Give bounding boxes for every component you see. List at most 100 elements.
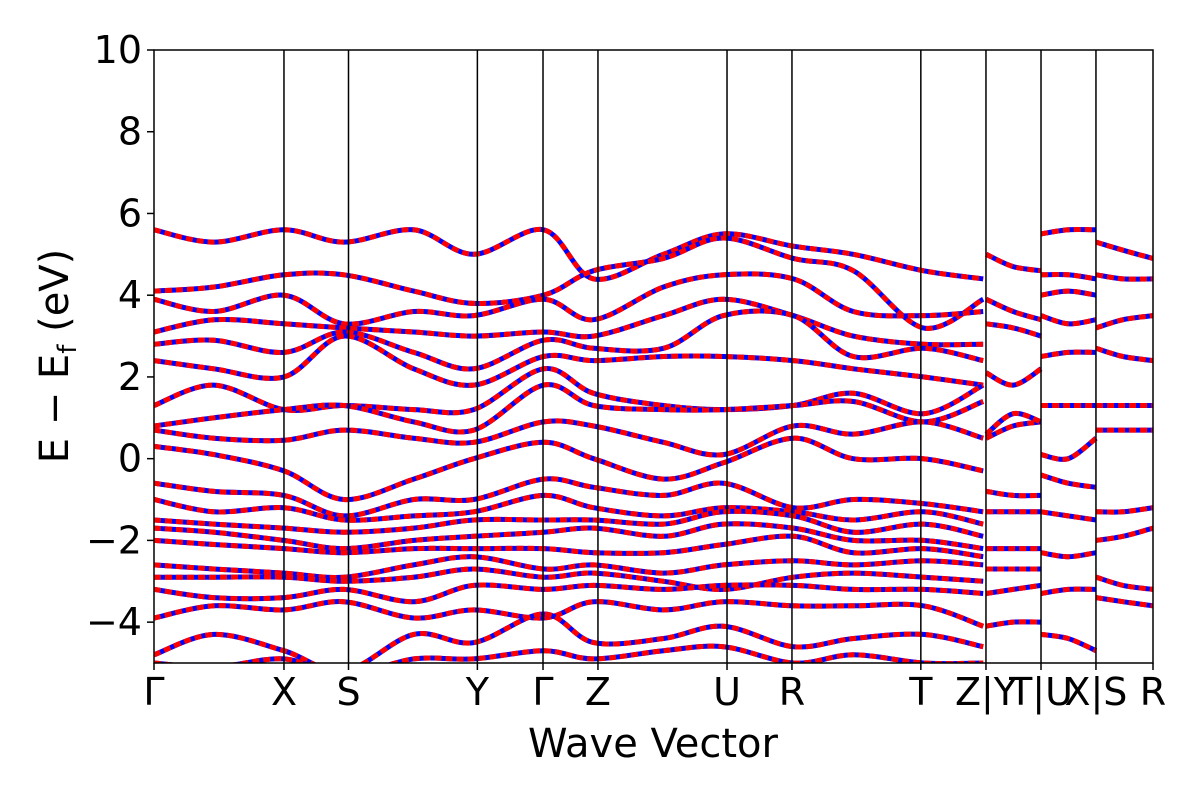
x-tick-label: Y [465,670,490,714]
band-32-red-line [985,582,1042,596]
band-21 [154,643,984,663]
band-28 [985,488,1042,499]
y-tick-label: 6 [118,191,142,235]
band-8-red-line [154,382,985,435]
band-54-red-line [1095,574,1153,592]
band-16-red-line [154,554,984,580]
band-35-red-line [1041,271,1097,282]
band-33-red-line [985,619,1042,629]
band-42-red-line [1040,509,1097,523]
band-34-red-line [1040,226,1097,237]
band-35 [1041,271,1097,282]
band-55-red-line [1095,595,1153,609]
x-tick-label: Γ [532,670,553,714]
band-9 [154,418,984,458]
band-15 [154,533,984,560]
x-tick-label: T [908,670,933,714]
band-11-red-line [154,476,984,519]
band-53-red-line [1095,525,1153,543]
band-19 [154,599,985,629]
band-32 [985,582,1042,596]
x-axis-label: Wave Vector [528,721,779,767]
band-2 [154,235,985,331]
x-tick-label: X|S [1064,670,1127,715]
band-20-red-line [154,611,984,663]
band-5-red-line [154,308,984,372]
band-43-red-line [1040,550,1097,560]
band-36 [1040,288,1097,298]
y-tick-label: 4 [118,273,142,317]
band-53 [1095,525,1153,543]
x-tick-label: X [271,670,297,714]
x-tick-label: S [336,670,360,714]
band-14 [154,521,984,552]
y-tick-label: 10 [94,28,142,72]
band-7-red-line [154,366,985,417]
y-tick-label: 8 [118,110,142,154]
band-52 [1096,505,1153,515]
x-tick-label: Γ [143,670,164,714]
band-49-red-line [1095,345,1153,364]
band-47-red-line [1095,272,1153,282]
band-54 [1095,574,1153,592]
band-46-red-line [1095,239,1153,261]
band-26-red-line [985,419,1042,441]
y-tick-label: −2 [86,518,142,562]
band-12-red-line [154,492,984,527]
band-43 [1040,550,1097,560]
y-tick-label: −4 [86,600,142,644]
band-23-red-line [985,297,1042,323]
band-4-red-line [154,296,984,348]
band-27-red-line [984,410,1042,437]
x-tick-label: Z|Y [955,670,1018,715]
band-10 [154,435,984,503]
y-axis-label-main: E − E [32,354,78,464]
band-41-red-line [1040,472,1097,490]
y-axis-ticks: 10 8 6 4 2 0 −2 −4 [86,28,154,644]
band-52-red-line [1096,505,1153,515]
band-11 [154,476,984,519]
bands-layer [154,226,1153,663]
band-37-red-line [1040,313,1097,327]
band-25-blue-dashed [984,366,1043,388]
band-44-red-line [1040,586,1097,596]
band-40-red-line [1040,436,1098,462]
band-8 [154,382,985,435]
high-symmetry-lines [283,50,1097,663]
band-15-red-line [154,533,984,560]
band-17 [154,566,984,592]
band-26 [985,419,1042,441]
band-9-red-line [154,418,984,458]
band-40 [1040,436,1098,462]
x-tick-label: Z [585,670,611,714]
y-axis-label: E − Ef (eV) [32,249,83,464]
x-axis-ticks: Γ X S Y Γ Z U R T Z|YT|UX|S R [143,663,1166,715]
band-45 [1040,631,1098,654]
band-22 [985,252,1042,274]
band-24 [985,321,1042,339]
band-36-red-line [1040,288,1097,298]
band-44 [1040,586,1097,596]
band-16 [154,554,984,580]
band-49 [1095,345,1153,364]
band-14-red-line [154,521,984,552]
y-tick-label: 0 [118,437,142,481]
x-tick-label: R [1140,670,1166,714]
band-18-red-line [154,582,984,605]
band-22-red-line [985,252,1042,274]
band-1-red-line [154,226,984,282]
band-18 [154,582,984,605]
band-17-red-line [154,566,984,592]
x-tick-label: T|U [1008,670,1073,715]
band-28-red-line [985,488,1042,499]
band-48-red-line [1095,313,1153,331]
band-2-red-line [154,235,985,331]
band-45-red-line [1040,631,1098,654]
band-6-red-line [154,333,984,388]
band-20 [154,611,984,663]
band-3 [154,271,984,327]
band-1 [154,226,984,282]
band-23 [985,297,1042,323]
band-25 [984,366,1043,388]
